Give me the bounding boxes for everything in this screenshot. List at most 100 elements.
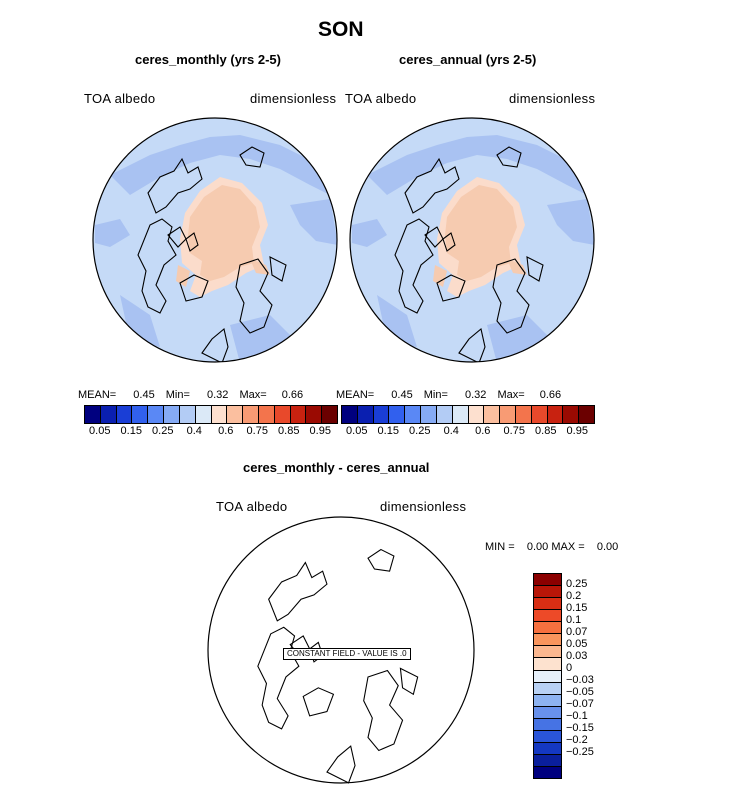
colorbar-tick-label: −0.15 (566, 722, 594, 734)
colorbar-swatch (534, 610, 561, 623)
colorbar-tick-label: 0.25 (409, 425, 431, 437)
panel1-min-label: Min= (165, 389, 190, 401)
colorbar-swatch (116, 406, 133, 423)
colorbar-swatch (579, 406, 594, 423)
panel2-colorbar-ticks: 0.05 0.15 0.25 0.4 0.6 0.75 0.85 0.95 (341, 425, 595, 439)
colorbar-tick-label: 0.75 (246, 425, 268, 437)
colorbar-swatch (195, 406, 212, 423)
colorbar-swatch (547, 406, 564, 423)
colorbar-tick-label: 0.05 (89, 425, 111, 437)
panel1-stats: MEAN= 0.45 Min= 0.32 Max= 0.66 (78, 389, 343, 401)
panel1-polar-map (92, 117, 338, 363)
colorbar-swatch (484, 406, 501, 423)
panel2-mean-label: MEAN= (336, 389, 375, 401)
panel2-max-label: Max= (497, 389, 525, 401)
colorbar-tick-label: 0.6 (218, 425, 234, 437)
panel2-max-value: 0.66 (539, 389, 562, 401)
diff-colorbar (533, 573, 562, 779)
colorbar-tick-label: 0.4 (443, 425, 459, 437)
colorbar-tick-label: 0.05 (346, 425, 368, 437)
panel1-mean-label: MEAN= (78, 389, 117, 401)
colorbar-tick-label: −0.07 (566, 698, 594, 710)
colorbar-tick-label: 0.85 (535, 425, 557, 437)
colorbar-tick-label: 0.07 (566, 626, 588, 638)
colorbar-swatch (534, 694, 561, 707)
colorbar-swatch (389, 406, 406, 423)
colorbar-swatch (534, 706, 561, 719)
colorbar-swatch (534, 670, 561, 683)
colorbar-tick-label: 0 (566, 662, 573, 674)
panel1-subtitle: ceres_monthly (yrs 2-5) (135, 52, 281, 67)
panel1-max-label: Max= (239, 389, 267, 401)
colorbar-swatch (468, 406, 485, 423)
panel1-max-value: 0.66 (281, 389, 304, 401)
colorbar-swatch (534, 646, 561, 659)
colorbar-swatch (534, 658, 561, 671)
colorbar-tick-label: 0.95 (309, 425, 331, 437)
panel1-colorbar (84, 405, 338, 424)
colorbar-swatch (436, 406, 453, 423)
panel2-min-value: 0.32 (464, 389, 487, 401)
colorbar-tick-label: −0.05 (566, 686, 594, 698)
panel2-stats: MEAN= 0.45 Min= 0.32 Max= 0.66 (336, 389, 601, 401)
colorbar-tick-label: 0.15 (377, 425, 399, 437)
colorbar-swatch (534, 634, 561, 647)
colorbar-swatch (322, 406, 337, 423)
panel1-min-value: 0.32 (206, 389, 229, 401)
colorbar-tick-label: −0.03 (566, 674, 594, 686)
colorbar-swatch (179, 406, 196, 423)
colorbar-swatch (274, 406, 291, 423)
colorbar-swatch (373, 406, 390, 423)
colorbar-swatch (164, 406, 180, 423)
colorbar-swatch (342, 406, 358, 423)
colorbar-swatch (534, 718, 561, 731)
diff-colorbar-ticks: 0.25 0.2 0.15 0.1 0.07 0.05 0.03 0 −0.03 −0.05 −0.… (566, 573, 626, 779)
colorbar-swatch (534, 574, 561, 587)
colorbar-tick-label: −0.2 (566, 734, 588, 746)
colorbar-swatch (306, 406, 323, 423)
colorbar-tick-label: −0.25 (566, 746, 594, 758)
colorbar-swatch (258, 406, 275, 423)
diff-units-label: dimensionless (380, 499, 467, 514)
colorbar-swatch (534, 622, 561, 635)
colorbar-swatch (452, 406, 469, 423)
diff-variable-label: TOA albedo (216, 499, 288, 514)
colorbar-swatch (534, 586, 561, 599)
constant-field-label: CONSTANT FIELD - VALUE IS .0 (283, 648, 411, 660)
colorbar-swatch (534, 742, 561, 755)
colorbar-swatch (500, 406, 516, 423)
colorbar-swatch (421, 406, 437, 423)
diff-subtitle: ceres_monthly - ceres_annual (243, 460, 430, 475)
colorbar-swatch (405, 406, 422, 423)
colorbar-tick-label: 0.95 (566, 425, 588, 437)
panel2-variable-label: TOA albedo (345, 91, 417, 106)
diff-minmax: MIN = 0.00 MAX = 0.00 (485, 541, 619, 553)
panel2-units-label: dimensionless (509, 91, 596, 106)
colorbar-tick-label: 0.1 (566, 614, 582, 626)
colorbar-swatch (534, 682, 561, 695)
colorbar-tick-label: 0.25 (152, 425, 174, 437)
colorbar-swatch (534, 767, 561, 779)
panel1-variable-label: TOA albedo (84, 91, 156, 106)
panel2-mean-value: 0.45 (391, 389, 413, 401)
panel1-mean-value: 0.45 (133, 389, 155, 401)
colorbar-swatch (132, 406, 149, 423)
colorbar-tick-label: 0.05 (566, 638, 588, 650)
colorbar-swatch (100, 406, 117, 423)
colorbar-swatch (243, 406, 259, 423)
panel1-units-label: dimensionless (250, 91, 337, 106)
panel2-polar-map (349, 117, 595, 363)
colorbar-tick-label: 0.15 (566, 602, 588, 614)
colorbar-swatch (85, 406, 101, 423)
colorbar-tick-label: 0.4 (186, 425, 202, 437)
colorbar-swatch (563, 406, 580, 423)
colorbar-tick-label: 0.15 (120, 425, 142, 437)
colorbar-swatch (290, 406, 307, 423)
colorbar-tick-label: 0.2 (566, 590, 582, 602)
colorbar-tick-label: −0.1 (566, 710, 588, 722)
colorbar-swatch (534, 754, 561, 767)
colorbar-swatch (357, 406, 374, 423)
colorbar-swatch (148, 406, 165, 423)
colorbar-tick-label: 0.25 (566, 578, 588, 590)
colorbar-tick-label: 0.03 (566, 650, 588, 662)
